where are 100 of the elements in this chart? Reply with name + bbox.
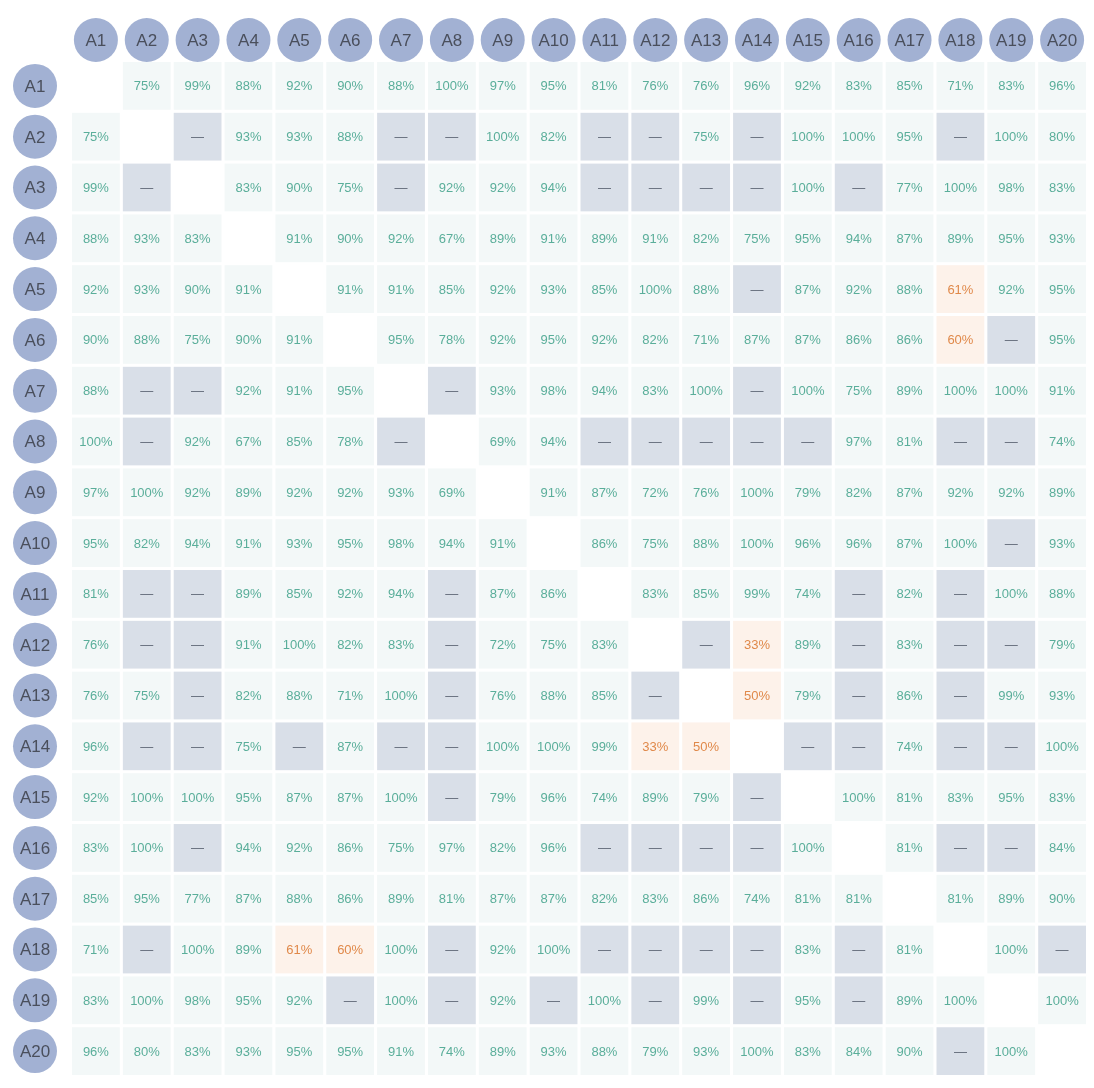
data-label: 93%	[1049, 535, 1076, 551]
data-label: 91%	[489, 535, 517, 551]
data-label: 100%	[536, 738, 571, 754]
text: —	[750, 129, 764, 145]
data-label: 88%	[693, 281, 720, 297]
text: —	[445, 586, 459, 602]
text: —	[343, 992, 357, 1008]
data-label: 91%	[642, 230, 669, 246]
data-label: 94%	[540, 180, 568, 196]
text: —	[852, 586, 866, 602]
data-label: 90%	[184, 281, 212, 297]
data-label: 96%	[1049, 78, 1076, 94]
text: —	[953, 688, 967, 704]
y-tick-label: A15	[19, 788, 51, 808]
data-label: 100%	[943, 992, 978, 1008]
y-tick-label: A9	[24, 483, 46, 503]
data-label: 93%	[235, 1043, 262, 1059]
text: —	[597, 942, 611, 958]
data-label: 97%	[845, 434, 873, 450]
data-label: 88%	[82, 383, 110, 399]
data-label: 87%	[540, 891, 568, 907]
data-label: 91%	[235, 535, 262, 551]
text: —	[191, 738, 205, 754]
x-tick-label: A17	[894, 30, 925, 50]
data-label: 100%	[1045, 738, 1080, 754]
data-label: 79%	[1049, 637, 1076, 653]
data-label: 83%	[1049, 180, 1076, 196]
text: —	[445, 129, 459, 145]
data-label: 100%	[638, 281, 673, 297]
data-label: 95%	[896, 129, 923, 145]
data-label: 81%	[794, 891, 822, 907]
y-tick-label: A20	[19, 1042, 51, 1062]
data-label: 91%	[235, 637, 262, 653]
data-label: 87%	[743, 332, 771, 348]
text: —	[699, 180, 713, 196]
data-label: 87%	[896, 230, 923, 246]
data-label: 95%	[82, 535, 110, 551]
data-label: 87%	[235, 891, 262, 907]
data-label: 89%	[794, 637, 822, 653]
data-label: 89%	[489, 230, 517, 246]
data-label: 50%	[743, 688, 771, 704]
data-label: 85%	[438, 281, 466, 297]
data-label: 71%	[337, 688, 364, 704]
data-label: 81%	[591, 78, 618, 94]
data-label: 75%	[693, 129, 720, 145]
text: —	[1055, 942, 1069, 958]
data-label: 84%	[845, 1043, 873, 1059]
text: —	[140, 180, 154, 196]
data-label: 69%	[438, 484, 466, 500]
data-label: 87%	[896, 484, 923, 500]
data-label: 95%	[337, 535, 364, 551]
y-tick-label: A10	[19, 534, 51, 554]
data-label: 95%	[540, 78, 568, 94]
data-label: 96%	[540, 840, 568, 856]
text: —	[1004, 434, 1018, 450]
data-label: 83%	[642, 891, 669, 907]
text: —	[1004, 637, 1018, 653]
data-label: 89%	[1049, 484, 1076, 500]
data-label: 100%	[740, 484, 775, 500]
text: —	[292, 738, 306, 754]
data-label: 97%	[489, 78, 517, 94]
data-label: 100%	[994, 942, 1029, 958]
data-label: 92%	[998, 281, 1025, 297]
text: —	[445, 789, 459, 805]
data-label: 87%	[337, 789, 364, 805]
data-label: 81%	[947, 891, 974, 907]
data-label: 100%	[943, 180, 978, 196]
data-label: 100%	[943, 383, 978, 399]
data-label: 74%	[794, 586, 822, 602]
text: —	[140, 383, 154, 399]
data-label: 86%	[337, 840, 364, 856]
data-label: 94%	[388, 586, 415, 602]
data-label: 86%	[337, 891, 364, 907]
text: —	[597, 434, 611, 450]
data-label: 74%	[591, 789, 618, 805]
x-tick-label: A3	[187, 30, 208, 50]
text: —	[750, 434, 764, 450]
text: —	[750, 942, 764, 958]
x-tick-label: A12	[640, 30, 671, 50]
data-label: 89%	[235, 942, 262, 958]
text: —	[648, 688, 662, 704]
text: —	[191, 840, 205, 856]
data-label: 83%	[794, 1043, 822, 1059]
data-label: 79%	[794, 484, 822, 500]
data-label: 97%	[82, 484, 110, 500]
data-label: 91%	[235, 281, 262, 297]
data-label: 100%	[384, 789, 419, 805]
data-label: 95%	[998, 230, 1025, 246]
data-label: 87%	[286, 789, 313, 805]
text: —	[394, 738, 408, 754]
data-label: 90%	[1049, 891, 1076, 907]
text: —	[1004, 332, 1018, 348]
data-label: 50%	[693, 738, 720, 754]
text: —	[699, 434, 713, 450]
text: —	[750, 383, 764, 399]
data-label: 83%	[82, 840, 110, 856]
data-label: 95%	[388, 332, 415, 348]
text: —	[801, 738, 815, 754]
text: —	[140, 942, 154, 958]
data-label: 92%	[235, 383, 262, 399]
